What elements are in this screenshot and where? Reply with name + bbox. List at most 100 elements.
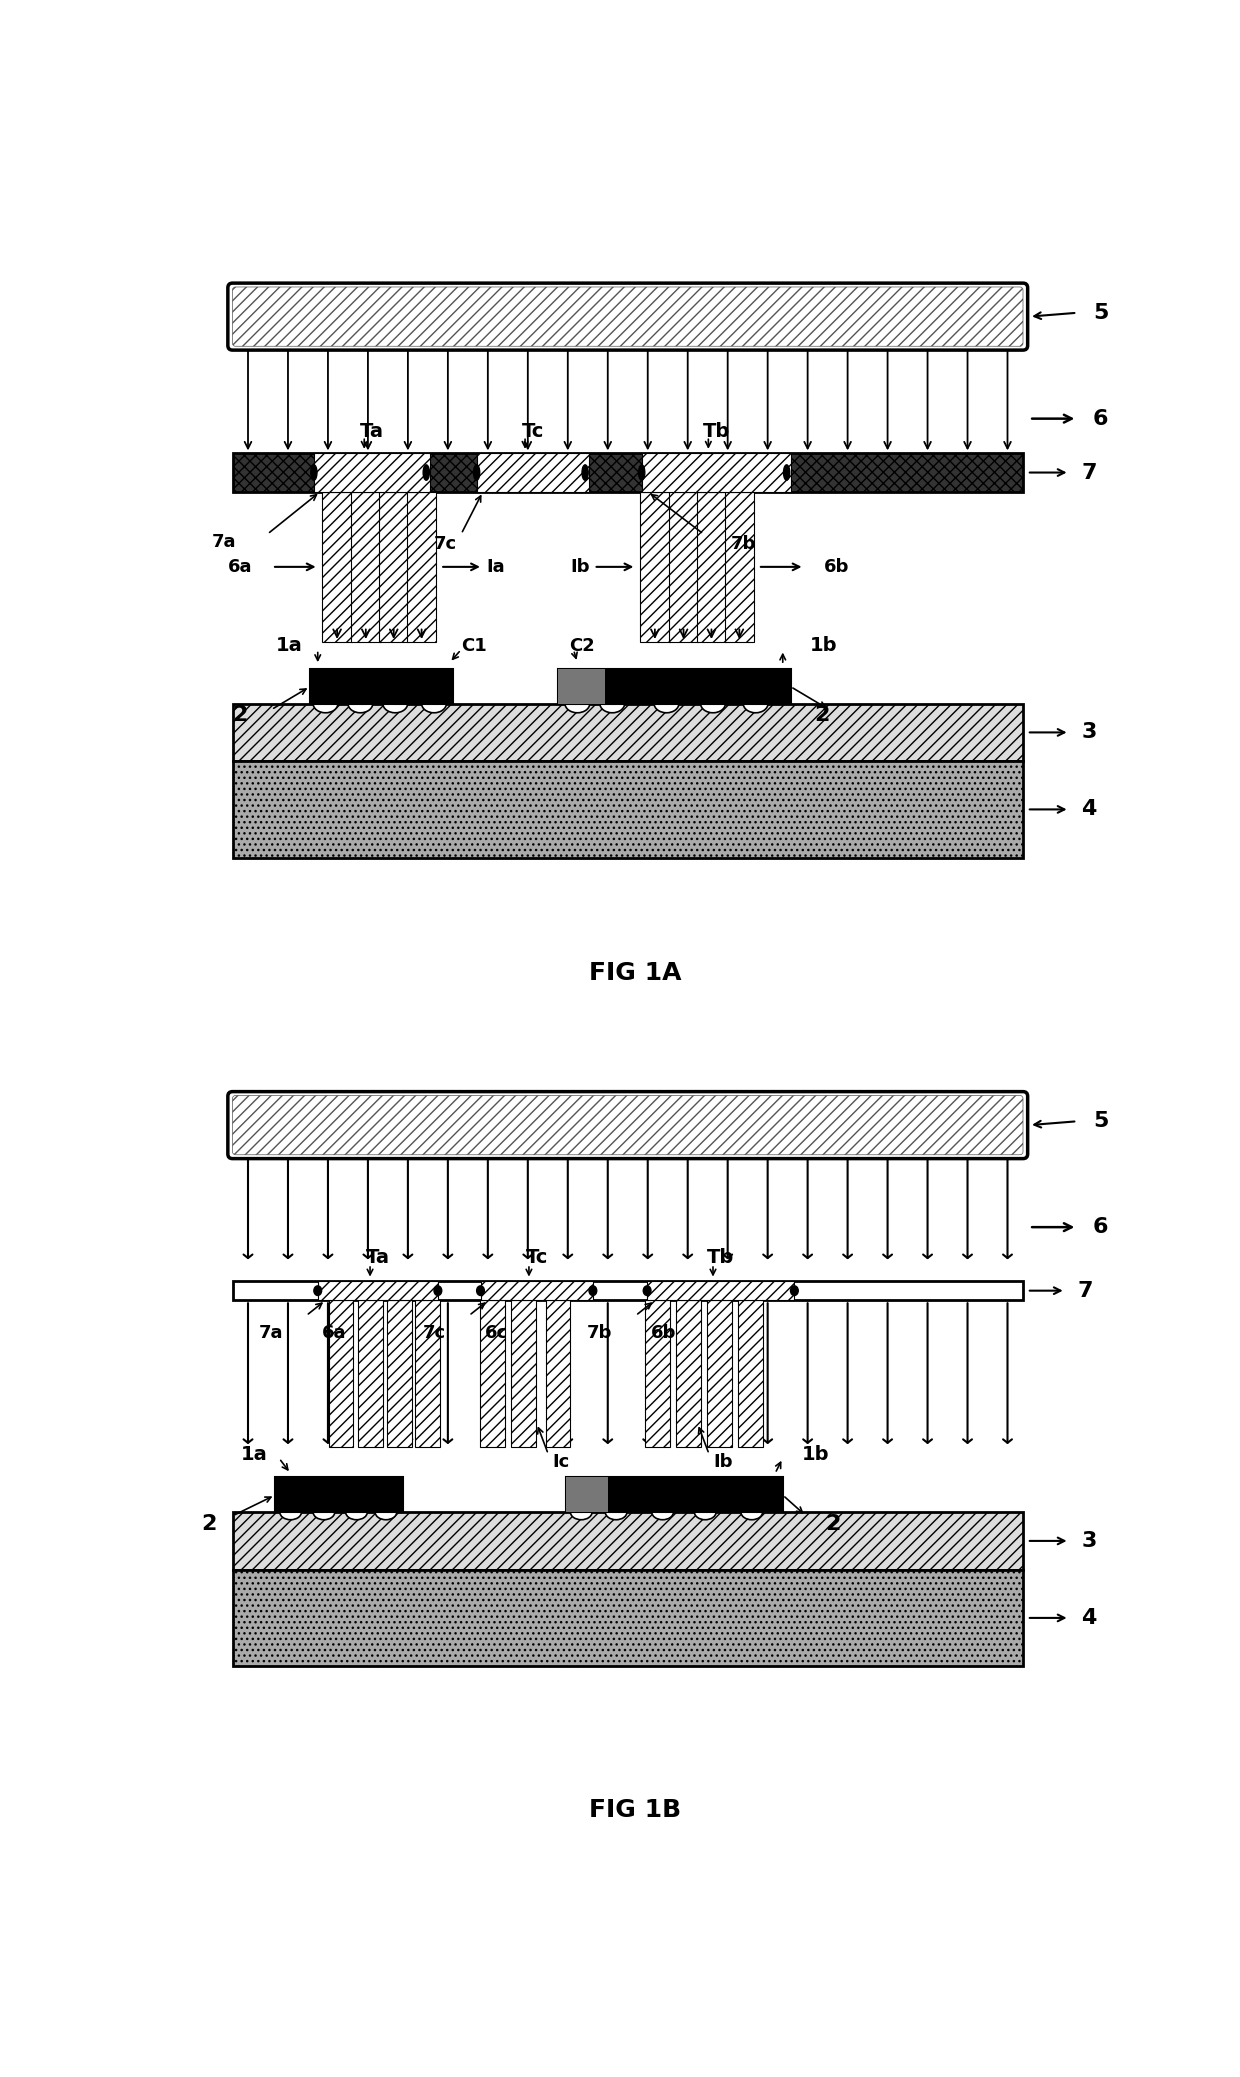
Text: 1a: 1a [241, 1446, 268, 1464]
Text: 4: 4 [1081, 800, 1096, 820]
Bar [310, 669, 454, 704]
Bar [358, 1300, 383, 1446]
Text: Ib: Ib [570, 559, 590, 575]
Text: 2: 2 [233, 704, 248, 725]
Bar [668, 492, 698, 642]
Text: Ia: Ia [486, 559, 506, 575]
Bar [481, 1282, 593, 1300]
Text: 2: 2 [813, 704, 830, 725]
Bar [546, 1300, 570, 1446]
Text: Tc: Tc [522, 422, 544, 440]
Bar [351, 492, 381, 642]
Bar [697, 492, 727, 642]
Text: FIG 1B: FIG 1B [589, 1799, 682, 1822]
Ellipse shape [346, 1504, 367, 1520]
FancyBboxPatch shape [228, 282, 1028, 351]
Bar [387, 1300, 412, 1446]
Text: 6c: 6c [485, 1323, 507, 1342]
Bar [724, 492, 754, 642]
Ellipse shape [743, 694, 768, 712]
Text: 7a: 7a [212, 534, 237, 550]
Text: 6b: 6b [823, 559, 849, 575]
Bar [233, 1570, 1023, 1666]
Text: Ib: Ib [713, 1454, 733, 1471]
Ellipse shape [655, 694, 680, 712]
Text: 7b: 7b [587, 1323, 613, 1342]
Ellipse shape [639, 465, 645, 480]
Bar [565, 1477, 609, 1512]
Text: 1a: 1a [275, 636, 303, 654]
Text: C1: C1 [461, 638, 487, 654]
Bar [480, 1300, 505, 1446]
Text: 6b: 6b [651, 1323, 676, 1342]
Text: Tb: Tb [707, 1248, 734, 1267]
Text: Ta: Ta [360, 422, 384, 440]
Bar [565, 1477, 782, 1512]
Ellipse shape [605, 1504, 627, 1520]
Text: 6: 6 [1092, 1217, 1109, 1238]
Text: 5: 5 [1092, 1111, 1109, 1132]
Ellipse shape [312, 694, 337, 712]
Bar [676, 1300, 701, 1446]
Ellipse shape [570, 1504, 593, 1520]
Text: FIG 1A: FIG 1A [589, 962, 682, 984]
FancyBboxPatch shape [233, 287, 1023, 347]
Bar [233, 704, 1023, 762]
Bar [511, 1300, 536, 1446]
Bar [707, 1300, 732, 1446]
Bar [738, 1300, 763, 1446]
Bar [233, 1512, 1023, 1570]
Text: Ic: Ic [552, 1454, 569, 1471]
Text: 6a: 6a [321, 1323, 346, 1342]
Ellipse shape [600, 694, 625, 712]
Text: Tc: Tc [526, 1248, 548, 1267]
Ellipse shape [474, 465, 480, 480]
Bar [322, 492, 352, 642]
Ellipse shape [644, 1286, 651, 1296]
Bar [329, 1300, 353, 1446]
Ellipse shape [374, 1504, 397, 1520]
Text: 7: 7 [1081, 463, 1096, 482]
Ellipse shape [589, 1286, 596, 1296]
Ellipse shape [422, 694, 446, 712]
Ellipse shape [423, 465, 429, 480]
Bar [415, 1300, 440, 1446]
Text: 7: 7 [1078, 1282, 1092, 1300]
Bar [476, 453, 589, 492]
Bar [317, 1282, 438, 1300]
Text: 1b: 1b [810, 636, 837, 654]
Text: 1b: 1b [802, 1446, 830, 1464]
Text: 6a: 6a [228, 559, 253, 575]
Text: 3: 3 [1081, 1531, 1096, 1552]
Bar [233, 1282, 1023, 1300]
Bar [233, 762, 1023, 858]
Text: 4: 4 [1081, 1608, 1096, 1628]
Ellipse shape [652, 1504, 673, 1520]
Bar [275, 1477, 403, 1512]
Bar [645, 1300, 670, 1446]
Bar [233, 453, 1023, 492]
Bar [640, 492, 670, 642]
Text: 6: 6 [1092, 409, 1109, 428]
Text: 7a: 7a [258, 1323, 283, 1342]
FancyBboxPatch shape [233, 1095, 1023, 1155]
FancyBboxPatch shape [228, 1093, 1028, 1159]
Bar [558, 669, 605, 704]
Ellipse shape [434, 1286, 441, 1296]
Text: 2: 2 [826, 1514, 841, 1533]
Text: C2: C2 [569, 638, 595, 654]
Text: 7c: 7c [423, 1323, 445, 1342]
Ellipse shape [383, 694, 408, 712]
Bar [642, 453, 791, 492]
Text: 7b: 7b [730, 536, 756, 552]
Ellipse shape [312, 1504, 335, 1520]
Bar [558, 669, 791, 704]
Ellipse shape [348, 694, 373, 712]
Ellipse shape [476, 1286, 485, 1296]
Text: 2: 2 [201, 1514, 217, 1533]
Ellipse shape [694, 1504, 717, 1520]
Ellipse shape [742, 1504, 763, 1520]
Ellipse shape [280, 1504, 301, 1520]
Bar [314, 453, 430, 492]
Bar [647, 1282, 795, 1300]
